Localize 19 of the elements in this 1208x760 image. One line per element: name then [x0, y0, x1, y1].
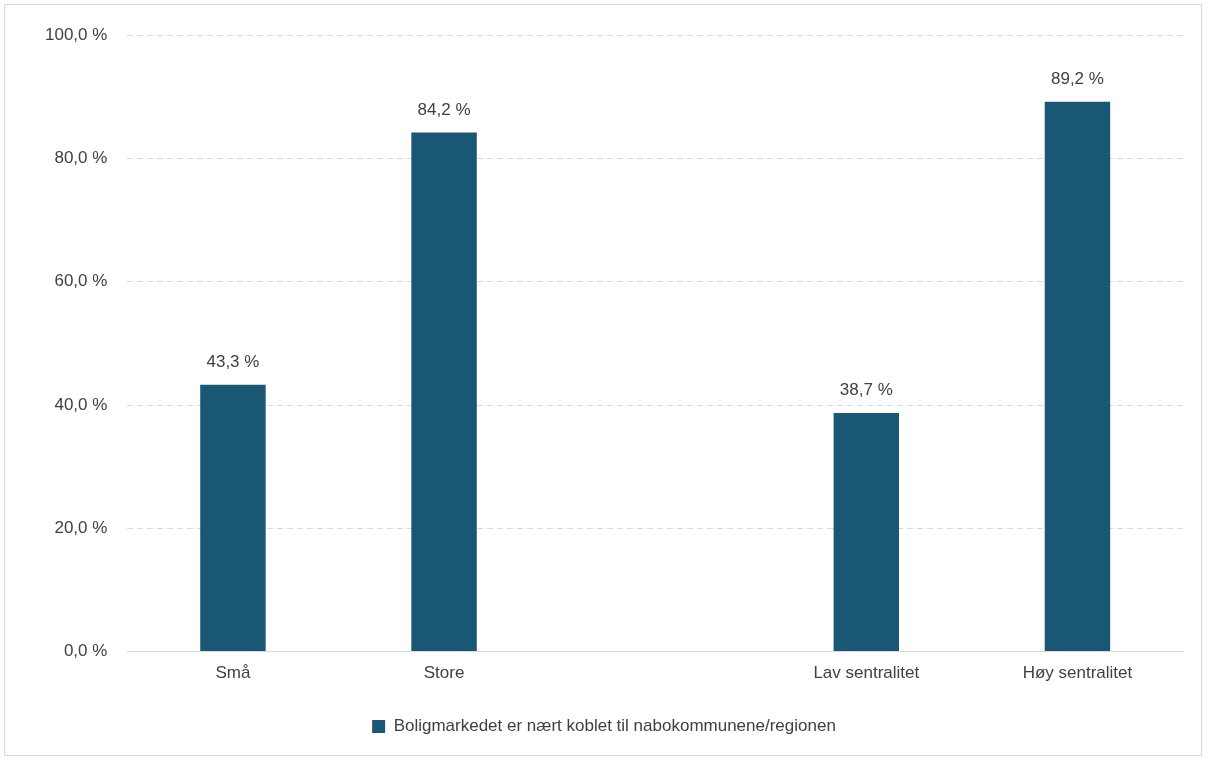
- y-tick-label: 100,0 %: [44, 24, 108, 44]
- y-tick-label: 40,0 %: [54, 394, 108, 414]
- legend-label: Boligmarkedet er nært koblet til nabokommunene/regionen: [393, 716, 836, 736]
- x-tick-label: Store: [423, 663, 465, 683]
- data-label: 43,3 %: [206, 351, 260, 371]
- bar: [411, 132, 477, 652]
- x-tick-label: Små: [215, 663, 251, 683]
- data-label: 89,2 %: [1050, 68, 1104, 88]
- x-tick-label: Høy sentralitet: [1022, 663, 1133, 683]
- data-label: 84,2 %: [417, 99, 471, 119]
- y-tick-label: 60,0 %: [54, 271, 108, 291]
- bar: [1044, 101, 1111, 652]
- y-tick-label: 80,0 %: [54, 148, 108, 168]
- y-tick-label: 20,0 %: [54, 518, 108, 538]
- data-label: 38,7 %: [839, 380, 893, 400]
- bar: [200, 384, 266, 652]
- bar: [833, 413, 900, 652]
- x-tick-label: Lav sentralitet: [813, 663, 920, 683]
- y-tick-label: 0,0 %: [63, 641, 108, 661]
